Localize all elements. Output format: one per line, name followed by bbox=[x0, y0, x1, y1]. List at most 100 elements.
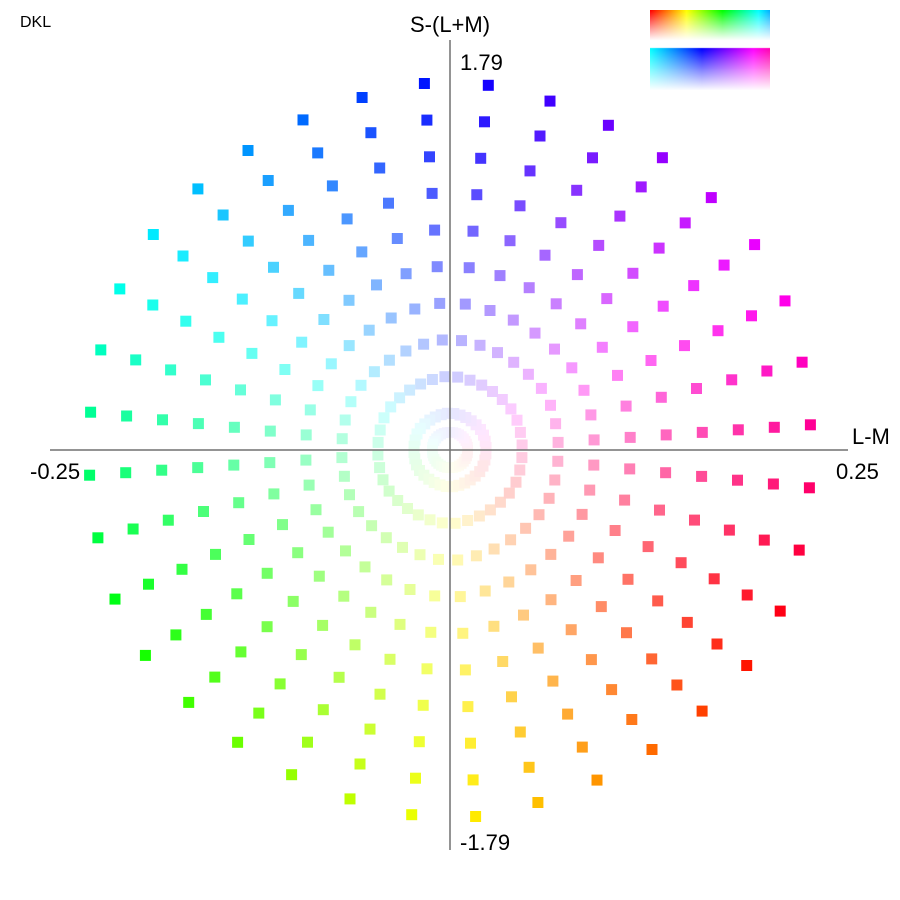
data-point bbox=[409, 434, 421, 446]
data-point bbox=[326, 180, 338, 192]
data-point bbox=[595, 601, 607, 613]
data-point bbox=[374, 424, 386, 436]
data-point bbox=[121, 410, 133, 422]
data-point bbox=[452, 371, 464, 383]
data-point bbox=[767, 478, 779, 490]
data-point bbox=[726, 374, 738, 386]
data-point bbox=[109, 593, 121, 605]
data-point bbox=[585, 409, 597, 421]
data-point bbox=[601, 293, 613, 305]
data-point bbox=[378, 412, 390, 424]
data-point bbox=[448, 408, 460, 419]
data-point bbox=[467, 225, 479, 237]
data-point bbox=[492, 347, 503, 359]
data-point bbox=[209, 671, 221, 683]
data-point bbox=[243, 534, 255, 545]
data-point bbox=[708, 573, 720, 585]
data-point bbox=[459, 298, 471, 310]
data-point bbox=[436, 517, 448, 529]
data-point bbox=[525, 564, 537, 576]
data-point bbox=[147, 299, 159, 311]
data-point bbox=[507, 314, 519, 326]
data-point bbox=[269, 394, 281, 406]
data-point bbox=[356, 92, 368, 103]
data-point bbox=[620, 400, 632, 412]
data-point bbox=[460, 412, 472, 423]
data-point bbox=[793, 544, 805, 556]
data-point bbox=[312, 380, 324, 392]
data-point bbox=[192, 183, 204, 195]
data-point bbox=[653, 242, 665, 254]
data-point bbox=[417, 699, 429, 711]
data-point bbox=[529, 327, 541, 339]
data-point bbox=[503, 576, 515, 588]
data-point bbox=[484, 305, 496, 316]
data-point bbox=[494, 270, 506, 282]
data-point bbox=[207, 272, 219, 284]
data-point bbox=[779, 295, 791, 307]
data-point bbox=[545, 594, 557, 606]
data-point bbox=[384, 653, 396, 665]
data-point bbox=[368, 366, 380, 378]
data-point bbox=[302, 736, 313, 748]
data-point bbox=[268, 261, 279, 273]
data-point bbox=[371, 279, 382, 291]
data-point bbox=[624, 463, 636, 475]
data-point bbox=[506, 691, 517, 703]
data-point bbox=[563, 530, 575, 542]
data-point bbox=[533, 509, 545, 521]
data-point bbox=[433, 553, 444, 565]
data-point bbox=[391, 233, 403, 244]
data-point bbox=[355, 379, 367, 391]
data-point bbox=[774, 605, 786, 617]
data-point bbox=[374, 462, 386, 474]
data-point bbox=[571, 184, 583, 196]
data-point bbox=[621, 627, 632, 639]
data-point bbox=[165, 364, 177, 376]
data-point bbox=[534, 130, 546, 142]
data-point bbox=[404, 384, 416, 396]
data-point bbox=[741, 589, 753, 601]
data-point bbox=[228, 421, 240, 433]
data-point bbox=[689, 514, 700, 526]
data-point bbox=[656, 152, 668, 164]
data-point bbox=[228, 459, 240, 471]
data-point bbox=[295, 649, 307, 661]
data-point bbox=[143, 578, 154, 590]
data-point bbox=[162, 514, 174, 526]
data-point bbox=[646, 744, 658, 755]
data-point bbox=[480, 442, 492, 453]
data-point bbox=[338, 590, 350, 602]
data-point bbox=[518, 609, 529, 621]
data-point bbox=[341, 213, 353, 225]
data-point bbox=[497, 656, 509, 667]
data-point bbox=[313, 570, 325, 582]
data-point bbox=[479, 116, 490, 128]
data-point bbox=[746, 310, 757, 322]
data-point bbox=[655, 391, 667, 403]
data-point bbox=[552, 436, 564, 448]
data-point bbox=[804, 419, 816, 431]
data-point bbox=[310, 504, 322, 516]
data-point bbox=[465, 737, 476, 749]
data-point bbox=[487, 386, 498, 397]
data-point bbox=[400, 345, 412, 357]
data-point bbox=[477, 460, 489, 472]
data-point bbox=[503, 487, 515, 499]
data-point bbox=[478, 429, 489, 441]
data-point bbox=[409, 453, 421, 465]
dkl-label: DKL bbox=[20, 14, 52, 31]
data-point bbox=[588, 459, 600, 471]
data-point bbox=[130, 354, 142, 366]
data-point bbox=[749, 239, 761, 251]
data-point bbox=[679, 217, 691, 229]
data-point bbox=[397, 541, 408, 553]
data-point bbox=[170, 629, 182, 641]
data-point bbox=[660, 467, 672, 479]
data-point bbox=[440, 481, 452, 492]
data-point bbox=[566, 362, 578, 374]
data-point bbox=[235, 646, 247, 658]
data-point bbox=[470, 811, 482, 822]
data-point bbox=[287, 595, 299, 607]
data-point bbox=[488, 543, 500, 555]
